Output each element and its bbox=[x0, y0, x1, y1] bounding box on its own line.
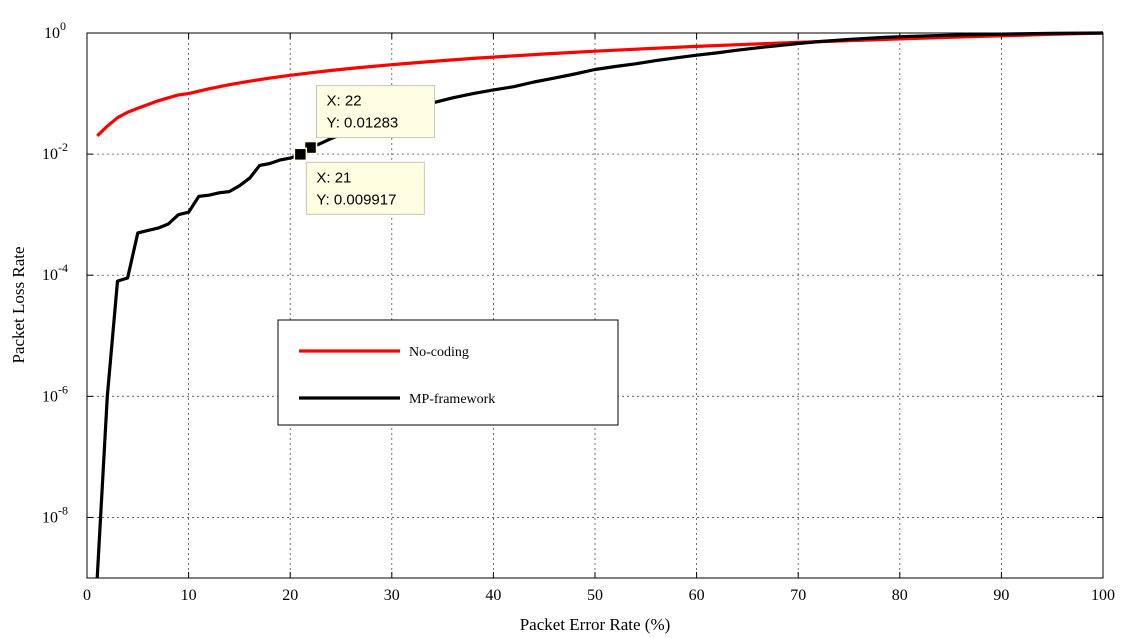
x-tick-label-5: 50 bbox=[587, 587, 603, 604]
y-tick-label-3: 10-6 bbox=[42, 382, 68, 405]
x-axis-label: Packet Error Rate (%) bbox=[520, 615, 671, 634]
datatips: X: 22 Y: 0.01283 X: 21 Y: 0.009917 bbox=[293, 85, 436, 215]
x-tick-label-2: 20 bbox=[282, 587, 298, 604]
legend-box bbox=[277, 319, 619, 426]
x-tick-label-10: 100 bbox=[1091, 587, 1115, 604]
y-axis-label: Packet Loss Rate bbox=[9, 246, 28, 363]
x-tick-label-6: 60 bbox=[689, 587, 705, 604]
x-tick-label-9: 90 bbox=[993, 587, 1009, 604]
datatip-marker-1 bbox=[293, 147, 308, 162]
y-tick-label-1: 10-2 bbox=[42, 140, 68, 163]
x-tick-label-4: 40 bbox=[485, 587, 501, 604]
y-tick-label-2: 10-4 bbox=[42, 261, 68, 284]
datatip-y-0: Y: 0.01283 bbox=[327, 115, 399, 132]
y-tick-label-4: 10-8 bbox=[42, 503, 68, 526]
legend-label-no-coding: No-coding bbox=[409, 345, 469, 360]
y-tick-label-0: 100 bbox=[44, 19, 66, 42]
datatip-box-0 bbox=[316, 85, 436, 139]
datatip-x-0: X: 22 bbox=[327, 93, 362, 110]
datatip-box-1 bbox=[305, 161, 425, 215]
x-tick-label-8: 80 bbox=[892, 587, 908, 604]
x-tick-label-3: 30 bbox=[384, 587, 400, 604]
x-tick-label-1: 10 bbox=[181, 587, 197, 604]
datatip-marker-0 bbox=[303, 140, 318, 155]
axis-ticks: 0 10 20 30 40 50 60 70 80 90 100 100 10-2 10-4 10-6 10-… bbox=[42, 19, 1115, 604]
x-tick-label-7: 70 bbox=[790, 587, 806, 604]
datatip-y-1: Y: 0.009917 bbox=[316, 191, 396, 208]
legend: No-coding MP-framework bbox=[277, 319, 619, 426]
legend-label-mp-framework: MP-framework bbox=[409, 392, 495, 407]
x-tick-label-0: 0 bbox=[83, 587, 91, 604]
datatip-x-1: X: 21 bbox=[316, 169, 351, 186]
